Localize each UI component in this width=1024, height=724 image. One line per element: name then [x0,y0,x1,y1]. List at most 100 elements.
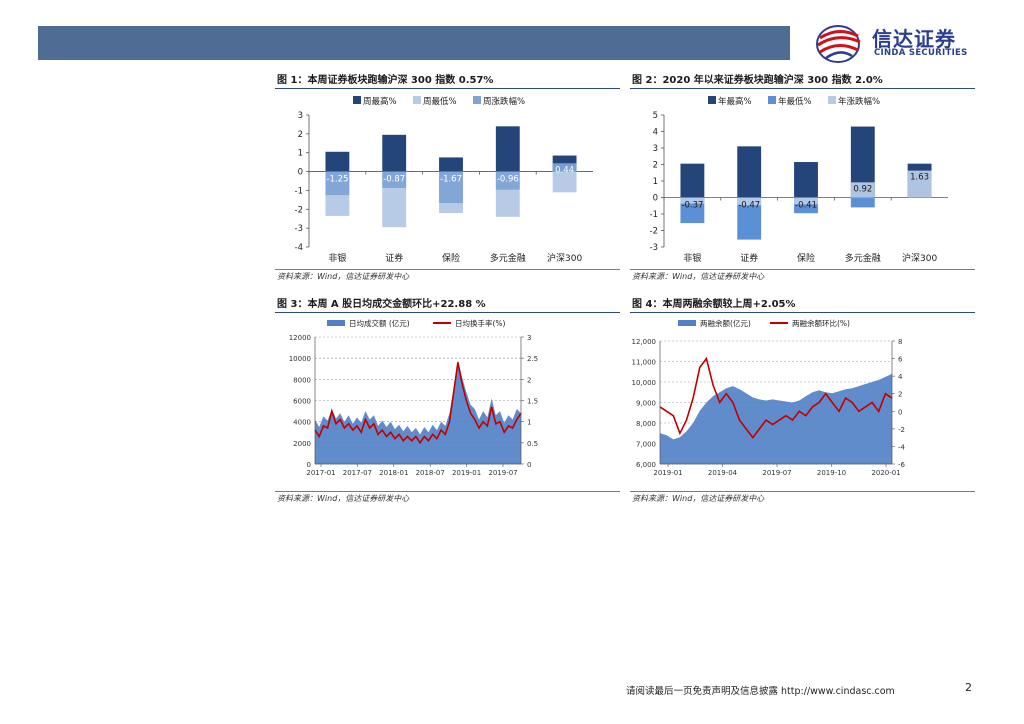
bar-change [737,197,762,206]
data-label: -0.87 [383,175,405,185]
cinda-globe-icon [816,25,861,63]
figure-3-chart: 日均成交额 (亿元) 日均换手率(%)1200010000800060004000… [289,318,538,477]
y-right-tick-label: 6 [898,356,903,364]
bar-max [850,126,875,198]
figure-3: 图 3：本周 A 股日均成交金额环比+22.88 % 日均成交额 (亿元) 日均换… [275,298,620,504]
y-tick-label: 0 [653,194,658,204]
line-series [314,362,522,445]
figure-4-chart: 两融余额(亿元) 两融余额环比(%) 12,000 11,000 10,000 9,000… [632,318,906,477]
x-tick-label: 2018-07 [416,469,445,477]
bar-max [439,157,463,172]
category-label: 证券 [385,252,403,264]
y-tick-label: -4 [295,243,303,253]
x-tick-label: 2019-01 [653,469,682,477]
y-left-tick-label: 0 [307,461,311,469]
category-label: 非银 [328,252,346,264]
y-left-tick-label: 11,000 [632,359,657,367]
legend-label-2: 年涨跌幅% [838,96,880,107]
legend-swatch-1 [768,96,776,104]
y-left-tick-label: 4000 [293,419,311,427]
bar-change [325,171,350,196]
figure-1-chart: 周最高% 周最低% 周涨跌幅% 3 2 1 0 -1 -2 -3 -4 -1.25 非银 -0.87 证券 -… [295,96,593,264]
figure-1-title: 图 1：本周证券板块跑输沪深 300 指数 0.57% [275,74,620,89]
cinda-logo: 信达证券 CINDA SECURITIES [812,20,992,66]
legend-label-2: 周涨跌幅% [483,96,525,107]
y-right-tick-label: 2 [527,376,531,384]
page-number: 2 [965,681,972,694]
legend-swatch-2 [473,96,481,104]
category-label: 保险 [442,252,460,264]
bar-max [794,162,818,198]
legend-label-0: 年最高% [718,96,752,107]
bar-change [794,197,818,205]
x-tick-label: 2019-10 [817,469,846,477]
legend-label-line: 日均换手率(%) [455,318,506,328]
bar-change [907,170,932,198]
y-left-tick-label: 6,000 [636,461,656,469]
figure-2-chart: 年最高% 年最低% 年涨跌幅% 5 4 3 2 1 0 -1 -2 -3 -0.37 非银 -0.47 证券 -… [650,96,948,264]
bar-max [382,134,407,172]
x-tick-label: 2019-01 [452,469,481,477]
bar-min [850,197,875,208]
legend-swatch-2 [828,96,836,104]
x-tick-label: 2017-07 [343,469,372,477]
y-left-tick-label: 2000 [293,440,311,448]
legend-label-area: 两融余额(亿元) [700,318,751,328]
data-label: 0.92 [853,184,872,194]
category-label: 多元金融 [490,252,526,264]
y-tick-label: 1 [298,149,303,159]
bar-max [325,151,350,172]
y-left-tick-label: 10000 [289,355,311,363]
data-label: -0.47 [738,201,760,211]
category-label: 多元金融 [845,252,881,264]
y-right-tick-label: 4 [898,373,903,381]
figure-3-title: 图 3：本周 A 股日均成交金额环比+22.88 % [275,298,620,313]
legend-label-area: 日均成交额 (亿元) [349,318,410,328]
y-tick-label: -2 [650,227,658,237]
data-label: -1.25 [326,175,348,185]
category-label: 沪深300 [547,252,582,264]
legend-swatch-area [678,320,696,326]
y-tick-label: 1 [653,177,658,187]
y-tick-label: 3 [653,144,658,154]
figure-4-title: 图 4：本周两融余额较上周+2.05% [630,298,975,313]
y-right-tick-label: 0 [898,408,902,416]
y-left-tick-label: 12000 [289,334,311,342]
y-right-tick-label: 0.5 [527,440,538,448]
y-tick-label: 0 [298,168,303,178]
bar-min [680,197,705,224]
legend-label-1: 年最低% [778,96,812,107]
y-tick-label: -3 [650,243,658,253]
y-left-tick-label: 12,000 [632,338,657,346]
y-left-tick-label: 7,000 [636,441,656,449]
y-tick-label: -2 [295,205,303,215]
data-label: -0.96 [497,175,519,185]
figure-2-source: 资料来源：Wind，信达证券研发中心 [630,269,975,282]
figure-4-source: 资料来源：Wind，信达证券研发中心 [630,491,975,504]
legend-label-0: 周最高% [363,96,397,107]
data-label: 0.44 [555,165,574,175]
y-right-tick-label: 1 [527,419,531,427]
line-series [659,356,893,439]
y-left-tick-label: 9,000 [636,400,656,408]
y-right-tick-label: 1.5 [527,398,538,406]
x-tick-label: 2019-07 [488,469,517,477]
figure-3-source: 资料来源：Wind，信达证券研发中心 [275,491,620,504]
bar-min [552,171,577,193]
figure-2-title: 图 2：2020 年以来证券板块跑输沪深 300 指数 2.0% [630,74,975,89]
x-tick-label: 2017-01 [306,469,335,477]
y-right-tick-label: 2 [898,391,902,399]
data-label: -0.37 [681,201,703,211]
y-tick-label: 5 [653,111,658,121]
footer-disclaimer: 请阅读最后一页免责声明及信息披露 http://www.cindasc.com [626,686,895,697]
legend-swatch-1 [413,96,421,104]
bar-max [495,126,520,172]
category-label: 证券 [740,252,758,264]
logo-chinese: 信达证券 [872,27,956,51]
area-series [315,360,521,464]
x-tick-label: 2019-07 [762,469,791,477]
bar-change [495,171,520,190]
data-label: -0.41 [795,201,817,211]
x-tick-label: 2020-01 [871,469,900,477]
y-tick-label: -1 [650,210,658,220]
